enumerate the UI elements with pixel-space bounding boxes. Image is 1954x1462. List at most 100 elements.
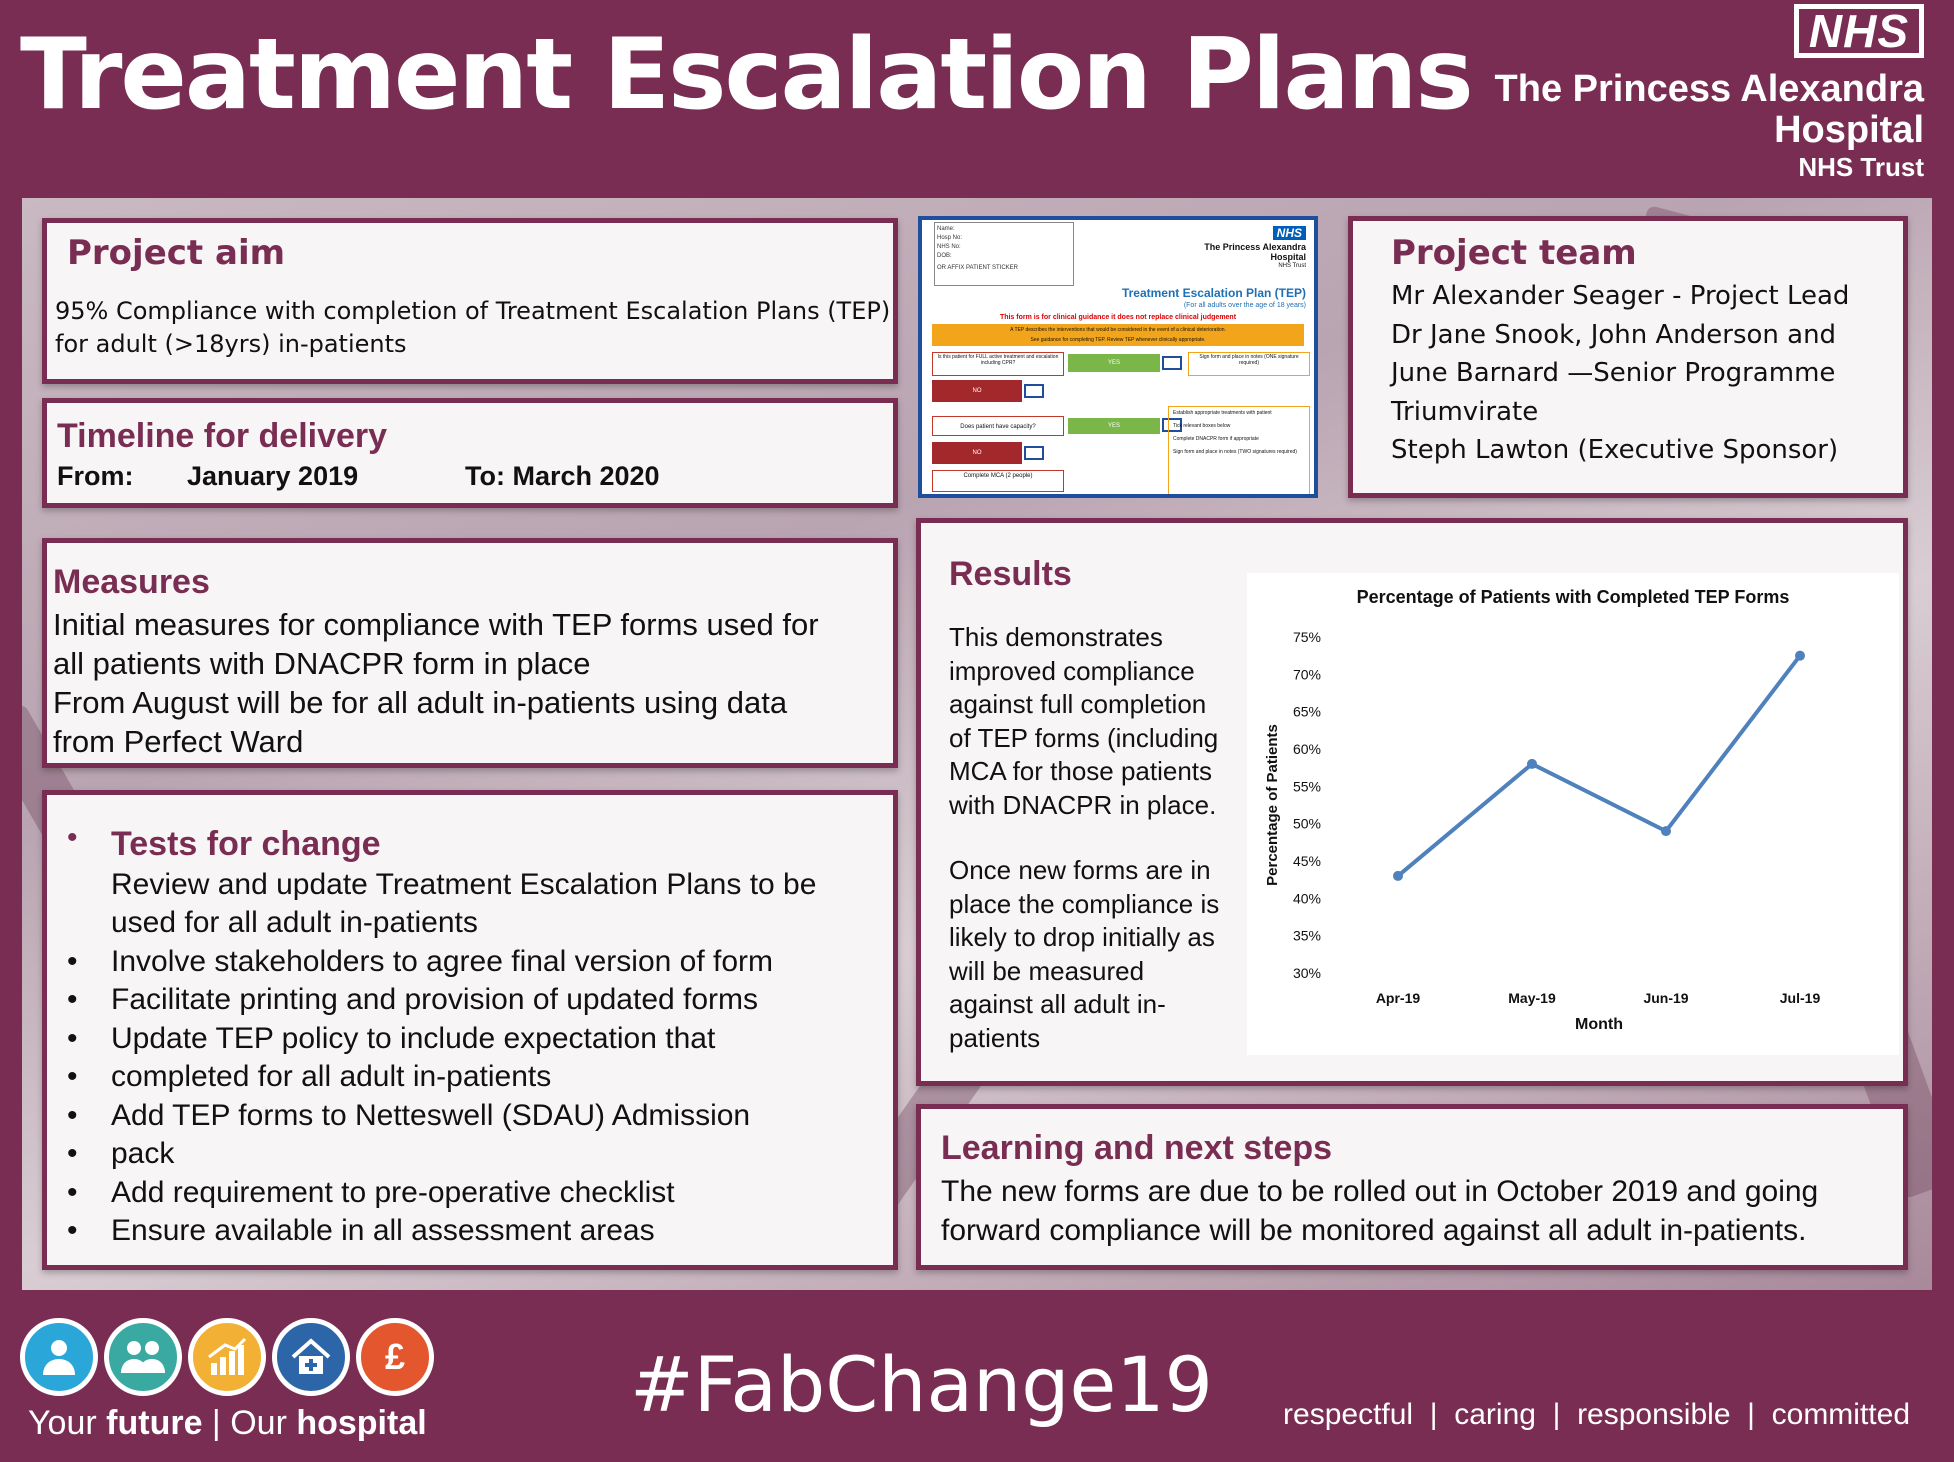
results-line: improved compliance (949, 655, 1195, 686)
form-nhs-logo: NHS (1272, 226, 1306, 240)
form-checkbox (1024, 384, 1044, 398)
data-point (1527, 758, 1537, 769)
tagline-part: hospital (296, 1404, 427, 1442)
tests-title: Tests for change (111, 825, 381, 863)
results-line: place the compliance is (949, 888, 1220, 919)
sticker-note: OR AFFIX PATIENT STICKER (937, 265, 1019, 271)
team-line: Steph Lawton (Executive Sponsor) (1391, 435, 1839, 465)
results-line: likely to drop initially as (949, 922, 1215, 952)
pound-icon: £ (356, 1318, 434, 1396)
form-yes-arrow: YES (1068, 354, 1160, 372)
list-item: Facilitate printing and provision of upd… (47, 981, 893, 1020)
y-tick-label: 60% (1293, 741, 1321, 757)
results-line: of TEP forms (including (949, 722, 1219, 753)
tests-intro-line: Review and update Treatment Escalation P… (111, 867, 817, 901)
form-banner-line: See guidance for completing TEP. Review … (1030, 337, 1206, 343)
project-aim-line: 95% Compliance with completion of Treatm… (55, 297, 891, 325)
form-hospital-logo: NHS The Princess Alexandra Hospital NHS … (1204, 224, 1306, 270)
project-aim-text: 95% Compliance with completion of Treatm… (55, 295, 890, 361)
data-point (1393, 870, 1403, 881)
list-item: Add requirement to pre-operative checkli… (47, 1174, 893, 1213)
measures-line: from Perfect Ward (53, 724, 304, 759)
data-point (1795, 650, 1805, 661)
trust-name-line3: NHS Trust (1798, 152, 1924, 182)
poster-title: Treatment Escalation Plans (20, 18, 1474, 132)
form-hospital-name: Hospital (1270, 252, 1306, 262)
results-text: This demonstrates improved compliance ag… (949, 621, 1219, 1055)
x-tick-label: Jun-19 (1643, 990, 1688, 1006)
trust-name-line2: Hospital (1774, 109, 1924, 151)
timeline-from-value: January 2019 (187, 461, 359, 491)
footer-tagline: Your future | Our hospital (28, 1404, 427, 1443)
y-tick-label: 35% (1293, 928, 1321, 944)
y-tick-label: 65% (1293, 704, 1321, 720)
form-yes-arrow: YES (1068, 418, 1160, 434)
form-checkbox (1162, 418, 1182, 432)
team-line: June Barnard —Senior Programme (1391, 358, 1836, 388)
tests-bullets: Involve stakeholders to agree final vers… (47, 943, 893, 1251)
learning-line: forward compliance will be monitored aga… (941, 1213, 1807, 1247)
results-line: This demonstrates (949, 622, 1163, 652)
form-title: Treatment Escalation Plan (TEP) (1121, 286, 1306, 300)
patient-details-box: Name: Hosp No: NHS No: DOB: OR AFFIX PAT… (934, 222, 1074, 286)
y-tick-label: 40% (1293, 890, 1321, 906)
list-item-continuation: pack (47, 1135, 893, 1174)
project-aim-title: Project aim (67, 233, 286, 273)
compliance-line-chart: Percentage of Patients with Completed TE… (1247, 573, 1899, 1055)
project-team-panel: Project team Mr Alexander Seager - Proje… (1348, 216, 1908, 498)
tep-form-image: Name: Hosp No: NHS No: DOB: OR AFFIX PAT… (918, 216, 1318, 498)
form-question-1: Is this patient for FULL active treatmen… (932, 352, 1064, 376)
tests-heading-item: • Tests for change (47, 821, 893, 866)
form-mca-box: Complete MCA (2 people) (932, 470, 1064, 492)
form-sign-box: Sign form and place in notes (ONE signat… (1188, 352, 1310, 376)
spacer (949, 822, 1219, 854)
data-point (1661, 826, 1671, 837)
tests-list: • Tests for change Review and update Tre… (47, 821, 893, 1251)
trust-name-line1: The Princess Alexandra (1494, 68, 1924, 110)
nhs-logo: NHS (1793, 4, 1924, 58)
form-checkbox (1162, 356, 1182, 370)
y-tick-label: 45% (1293, 853, 1321, 869)
form-hospital-trust: NHS Trust (1278, 263, 1306, 269)
list-item: Involve stakeholders to agree final vers… (47, 943, 893, 982)
learning-line: The new forms are due to be rolled out i… (941, 1175, 1819, 1208)
x-tick-label: May-19 (1508, 990, 1556, 1006)
y-tick-label: 50% (1293, 816, 1321, 832)
y-axis-label: Percentage of Patients (1264, 724, 1281, 886)
footer-icon-row: £ (20, 1318, 434, 1396)
list-item: Add TEP forms to Netteswell (SDAU) Admis… (47, 1097, 893, 1136)
x-axis-label: Month (1575, 1016, 1623, 1033)
learning-text: The new forms are due to be rolled out i… (941, 1173, 1818, 1250)
x-tick-label: Jul-19 (1780, 990, 1821, 1006)
form-step: Establish appropriate treatments with pa… (1173, 410, 1272, 416)
measures-line: all patients with DNACPR form in place (53, 646, 591, 681)
form-banner-line: A TEP describes the interventions that w… (1010, 327, 1226, 333)
measures-text: Initial measures for compliance with TEP… (53, 605, 819, 761)
timeline-panel: Timeline for delivery From: January 2019… (42, 398, 898, 508)
tagline-part: Your (28, 1404, 107, 1442)
y-tick-label: 70% (1293, 666, 1321, 682)
patient-field: Name: (937, 226, 955, 232)
learning-panel: Learning and next steps The new forms ar… (916, 1104, 1908, 1270)
project-team-title: Project team (1391, 233, 1637, 273)
tagline-part: future (106, 1404, 203, 1442)
team-line: Triumvirate (1391, 396, 1539, 427)
form-warning: This form is for clinical guidance it do… (999, 314, 1237, 321)
tests-intro: Review and update Treatment Escalation P… (47, 866, 893, 943)
measures-title: Measures (53, 563, 210, 601)
patient-field: DOB: (937, 253, 952, 259)
project-team-list: Mr Alexander Seager - Project Lead Dr Ja… (1391, 277, 1849, 470)
people-icon (104, 1318, 182, 1396)
trust-values: respectful | caring | responsible | comm… (1283, 1398, 1910, 1431)
y-tick-label: 75% (1293, 629, 1321, 645)
tests-for-change-panel: • Tests for change Review and update Tre… (42, 790, 898, 1270)
form-step: Tick relevant boxes below (1173, 423, 1231, 429)
results-line: with DNACPR in place. (949, 789, 1217, 820)
results-title: Results (949, 555, 1072, 593)
list-item: Update TEP policy to include expectation… (47, 1020, 893, 1059)
timeline-title: Timeline for delivery (57, 417, 388, 455)
trust-logo-block: NHS The Princess Alexandra Hospital NHS … (1495, 4, 1924, 184)
results-line: against full completion (949, 689, 1207, 719)
results-line: Once new forms are in (949, 855, 1211, 885)
form-checkbox (1024, 446, 1044, 460)
